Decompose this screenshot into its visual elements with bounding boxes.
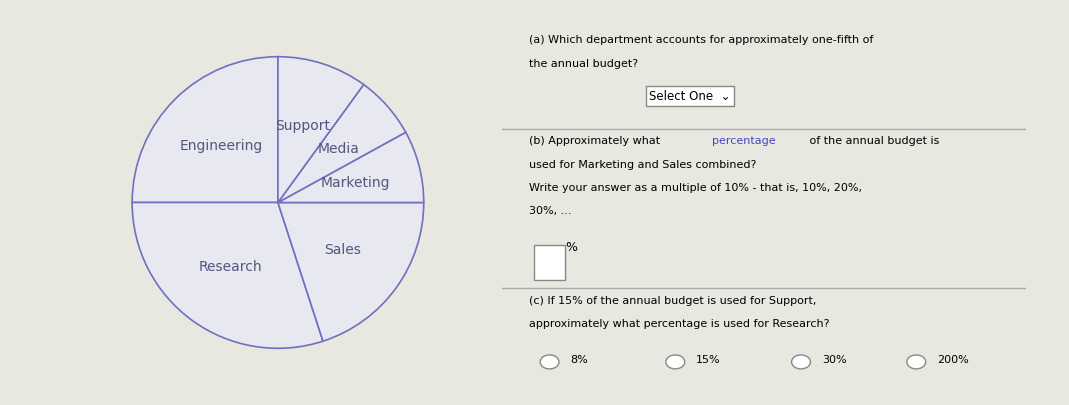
Text: approximately what percentage is used for Research?: approximately what percentage is used fo… [528,319,830,329]
Text: Select One  ⌄: Select One ⌄ [649,90,730,103]
Text: Support: Support [275,119,330,133]
Text: Media: Media [317,143,359,156]
Wedge shape [278,132,423,202]
Text: 30%: 30% [822,355,847,365]
Circle shape [540,355,559,369]
Text: 15%: 15% [696,355,721,365]
Wedge shape [278,85,406,202]
Circle shape [666,355,685,369]
Text: the annual budget?: the annual budget? [528,59,638,68]
Text: Marketing: Marketing [321,175,390,190]
Wedge shape [133,202,323,348]
Wedge shape [133,57,278,202]
Text: %: % [566,241,577,254]
FancyBboxPatch shape [533,245,566,280]
Text: Research: Research [199,260,263,274]
Text: (c) If 15% of the annual budget is used for Support,: (c) If 15% of the annual budget is used … [528,296,816,306]
Text: 30%, ...: 30%, ... [528,207,571,216]
Text: percentage: percentage [712,136,776,146]
Text: Engineering: Engineering [180,139,263,153]
Wedge shape [278,202,423,341]
Text: 200%: 200% [938,355,969,365]
Text: used for Marketing and Sales combined?: used for Marketing and Sales combined? [528,160,756,170]
Text: 8%: 8% [571,355,588,365]
Text: Sales: Sales [324,243,361,257]
Text: Write your answer as a multiple of 10% - that is, 10%, 20%,: Write your answer as a multiple of 10% -… [528,183,862,193]
Text: of the annual budget is: of the annual budget is [806,136,940,146]
Text: (b) Approximately what: (b) Approximately what [528,136,663,146]
Circle shape [907,355,926,369]
Circle shape [791,355,810,369]
Text: (a) Which department accounts for approximately one-fifth of: (a) Which department accounts for approx… [528,35,873,45]
Wedge shape [278,57,363,202]
